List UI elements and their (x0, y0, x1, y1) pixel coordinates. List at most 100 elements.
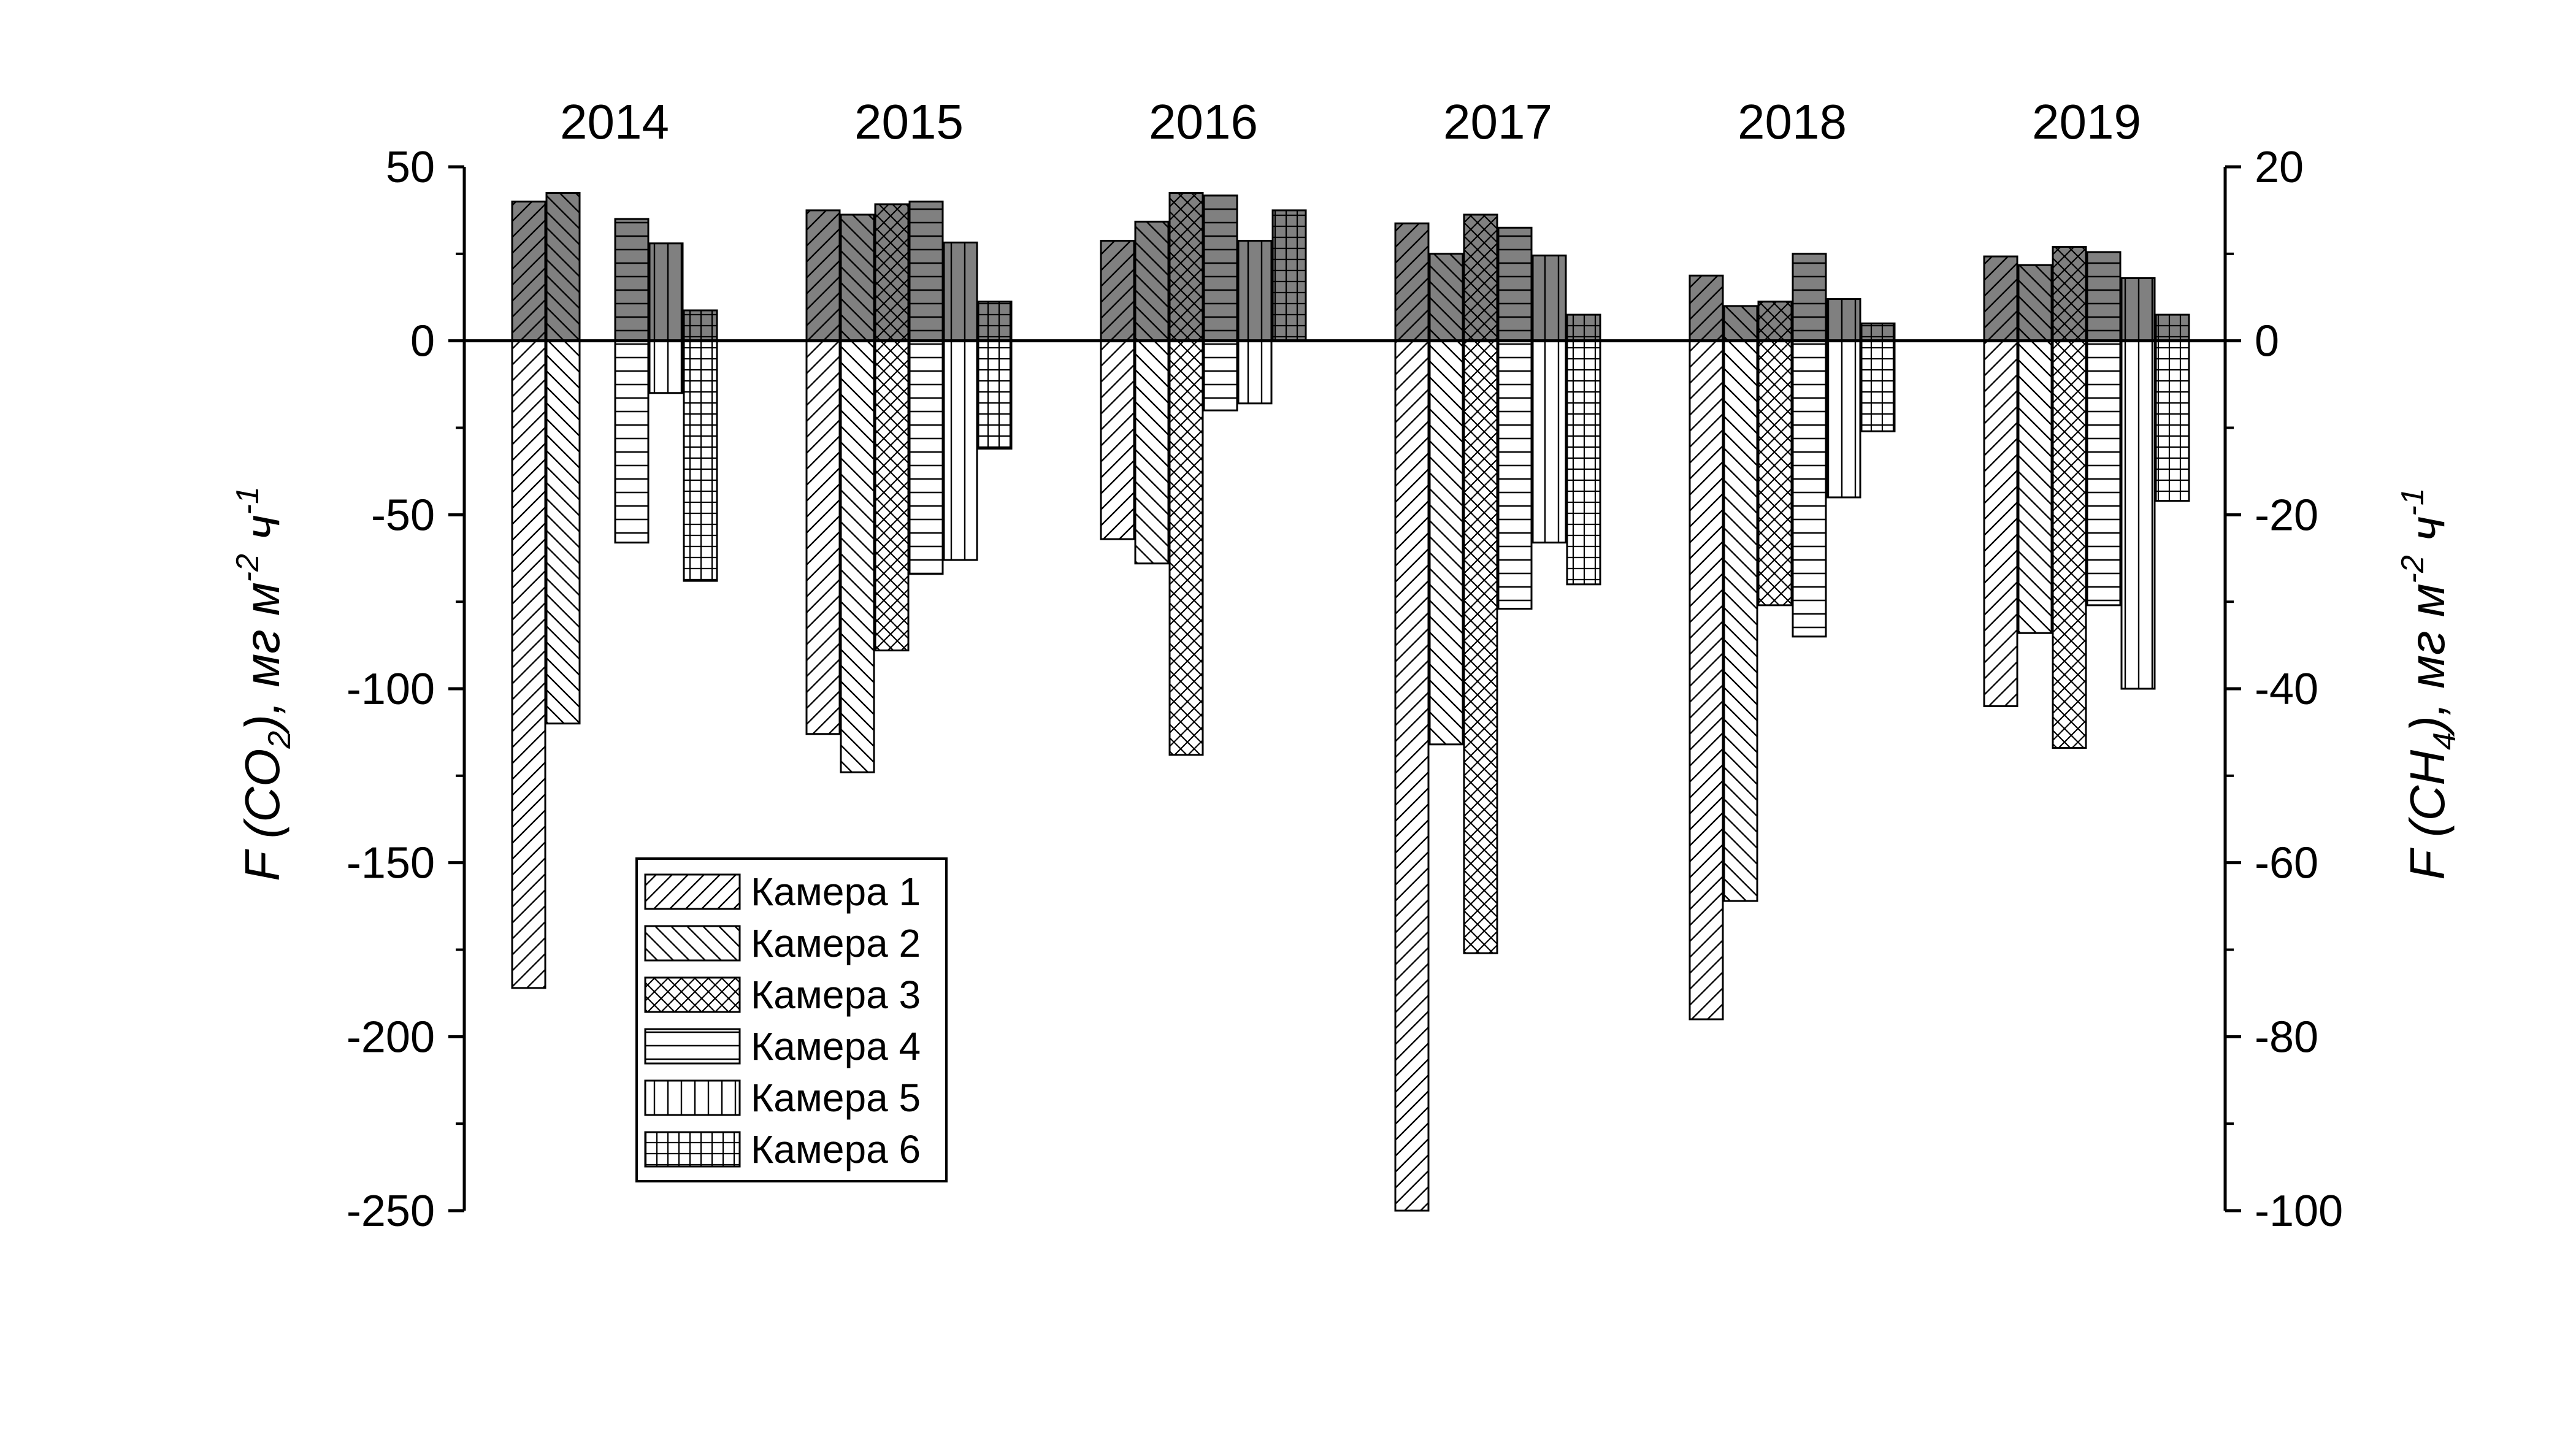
co2-bar (1757, 340, 1793, 607)
legend-swatch (644, 873, 741, 910)
legend: Камера 1 Камера 2 Камера 3 Камера 4 Камера 5… (635, 857, 948, 1182)
ch4-bar (1826, 298, 1861, 342)
legend-swatch (644, 976, 741, 1013)
ch4-bar (2086, 251, 2122, 342)
co2-bar (1168, 340, 1204, 756)
year-label: 2019 (2032, 94, 2141, 149)
ch4-bar (1203, 194, 1238, 342)
right-tick-label: -80 (2255, 1013, 2318, 1062)
ch4-bar (1497, 226, 1533, 342)
co2-bar (2017, 340, 2053, 634)
left-tick-label: 50 (386, 143, 435, 192)
co2-bar (1100, 340, 1135, 540)
co2-bar (1983, 340, 2018, 707)
left-axis-title: F (CO2), мг м-2 ч-1 (230, 486, 297, 881)
right-tick-label: -60 (2255, 839, 2318, 888)
co2-bar (908, 340, 944, 575)
co2-bar (1428, 340, 1464, 746)
left-tick-label: 0 (410, 317, 435, 366)
ch4-bar (1566, 313, 1601, 342)
ch4-bar (1428, 253, 1464, 342)
co2-bar (511, 340, 546, 989)
co2-bar (1394, 340, 1430, 1212)
co2-bar (1689, 340, 1724, 1021)
right-tick-label: -20 (2255, 491, 2318, 540)
ch4-bar (511, 201, 546, 342)
ch4-bar (840, 213, 875, 342)
ch4-bar (1757, 301, 1793, 342)
left-axis-ticks: 50 0 -50 -100 -150 -200 -250 (347, 143, 464, 1236)
ch4-bar (2052, 245, 2087, 342)
ch4-bar (2017, 264, 2053, 342)
year-label: 2016 (1149, 94, 1258, 149)
left-tick-label: -100 (347, 665, 435, 714)
legend-label: Камера 4 (751, 1024, 921, 1068)
left-tick-label: -250 (347, 1187, 435, 1236)
co2-bar (1203, 340, 1238, 412)
ch4-bar (1860, 322, 1896, 342)
ch4-bar (1792, 253, 1827, 342)
legend-label: Камера 1 (751, 870, 921, 914)
ch4-bar (1168, 192, 1204, 342)
legend-swatch (644, 1028, 741, 1065)
co2-bar (683, 340, 718, 582)
right-tick-label: -40 (2255, 665, 2318, 714)
co2-bar (1792, 340, 1827, 638)
co2-bar (2052, 340, 2087, 749)
co2-bar (2120, 340, 2156, 690)
ch4-bar (1689, 274, 1724, 342)
ch4-bar (1463, 213, 1498, 342)
ch4-bar (648, 242, 684, 342)
co2-bar (1826, 340, 1861, 499)
co2-bar (840, 340, 875, 773)
right-tick-label: -100 (2255, 1187, 2343, 1236)
co2-bar (614, 340, 650, 544)
ch4-bar (1134, 220, 1170, 342)
legend-label: Камера 3 (751, 973, 921, 1017)
co2-bar (1531, 340, 1567, 544)
co2-bar (943, 340, 978, 561)
co2-bar (1497, 340, 1533, 610)
ch4-bar (1394, 222, 1430, 342)
legend-swatch (644, 1079, 741, 1116)
legend-swatch (644, 1131, 741, 1168)
ch4-bar (1531, 255, 1567, 342)
right-tick-label: 0 (2255, 317, 2279, 366)
ch4-bar (805, 209, 841, 342)
ch4-bar (1983, 255, 2018, 342)
ch4-bar (977, 301, 1013, 342)
co2-bar (648, 340, 684, 394)
right-tick-label: 20 (2255, 143, 2304, 192)
ch4-bar (1723, 305, 1758, 342)
year-label: 2018 (1738, 94, 1847, 149)
ch4-bar (943, 241, 978, 342)
legend-label: Камера 6 (751, 1127, 921, 1171)
legend-box (635, 857, 948, 1182)
ch4-bar (614, 218, 650, 342)
year-label: 2014 (560, 94, 669, 149)
ch4-bar (2155, 313, 2190, 342)
ch4-bar (2120, 277, 2156, 342)
ch4-bar (545, 192, 581, 342)
legend-label: Камера 2 (751, 921, 921, 965)
ch4-bar (683, 309, 718, 342)
left-tick-label: -50 (371, 491, 435, 540)
co2-bar (874, 340, 910, 652)
co2-bar (1860, 340, 1896, 432)
co2-bar (1723, 340, 1758, 902)
co2-bar (1237, 340, 1273, 405)
ch4-bar (1237, 240, 1273, 342)
co2-bar (545, 340, 581, 725)
co2-bar (1566, 340, 1601, 586)
left-tick-label: -200 (347, 1013, 435, 1062)
ch4-bar (1271, 209, 1307, 342)
co2-bar (2086, 340, 2122, 607)
ch4-bar (874, 203, 910, 342)
ch4-bar (908, 201, 944, 342)
ch4-bar (1100, 240, 1135, 342)
co2-bar (1463, 340, 1498, 954)
co2-bar (1134, 340, 1170, 565)
legend-swatch (644, 925, 741, 962)
year-label: 2017 (1443, 94, 1552, 149)
